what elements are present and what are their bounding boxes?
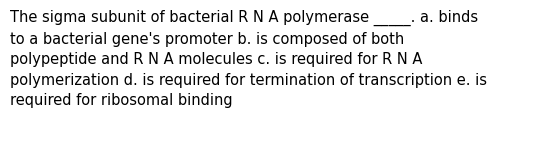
- Text: The sigma subunit of bacterial R N A polymerase _____. a. binds
to a bacterial g: The sigma subunit of bacterial R N A pol…: [10, 10, 487, 108]
